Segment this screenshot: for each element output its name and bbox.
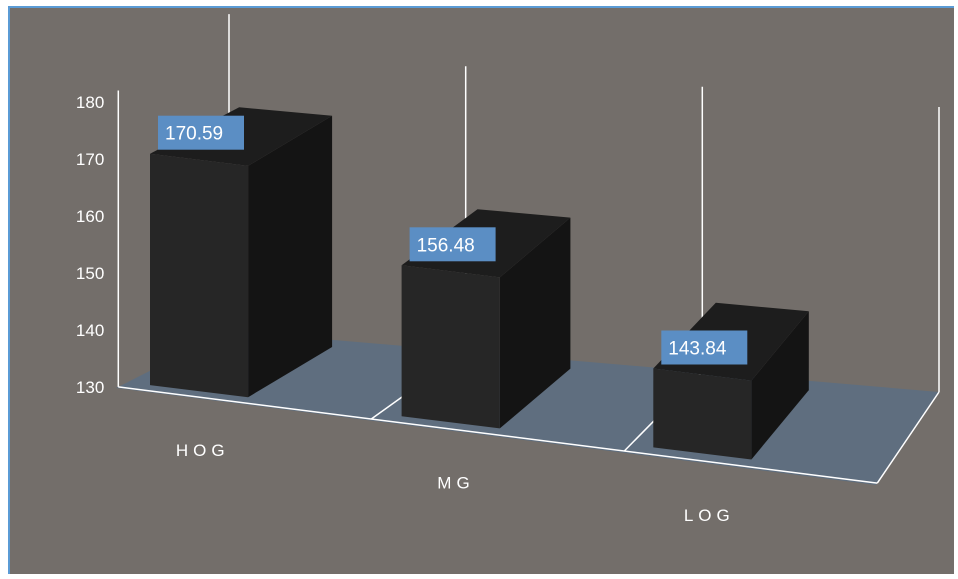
data-label: 143.84: [661, 330, 748, 365]
data-label: 156.48: [409, 227, 496, 262]
x-category-label: MG: [437, 474, 474, 493]
bar: [150, 107, 333, 398]
chart-frame: 130 140 150 160 170 180 HOG MG LOG 170.5…: [8, 6, 954, 574]
data-label-text: 156.48: [417, 235, 475, 256]
data-label-box: [158, 115, 244, 150]
bar-side-face: [751, 311, 809, 460]
x-axis-categories: HOG MG LOG: [176, 441, 735, 525]
data-label-text: 170.59: [165, 124, 223, 145]
floor-right-edge: [876, 391, 940, 484]
bar-front-face: [401, 265, 500, 429]
y-tick-label: 130: [76, 378, 104, 397]
x-category-label: HOG: [176, 441, 230, 460]
data-label: 170.59: [158, 115, 244, 150]
y-tick-label: 180: [76, 93, 104, 112]
y-tick-label: 160: [76, 207, 104, 226]
y-tick-label: 140: [76, 321, 104, 340]
y-axis-ticks: 130 140 150 160 170 180: [76, 93, 104, 397]
bar-front-face: [653, 368, 752, 460]
data-labels: 170.59 156.48 143.84: [158, 115, 748, 365]
bar-side-face: [499, 217, 571, 429]
data-label-box: [409, 227, 496, 262]
bar-side-face: [248, 115, 333, 398]
y-tick-label: 170: [76, 150, 104, 169]
floor-front-edge: [118, 386, 878, 484]
column-chart-3d: 130 140 150 160 170 180 HOG MG LOG 170.5…: [10, 8, 954, 574]
x-category-label: LOG: [684, 506, 735, 525]
bar: [401, 209, 571, 429]
bar-front-face: [150, 153, 249, 398]
y-tick-label: 150: [76, 264, 104, 283]
data-label-text: 143.84: [668, 339, 727, 360]
data-label-box: [661, 330, 748, 365]
